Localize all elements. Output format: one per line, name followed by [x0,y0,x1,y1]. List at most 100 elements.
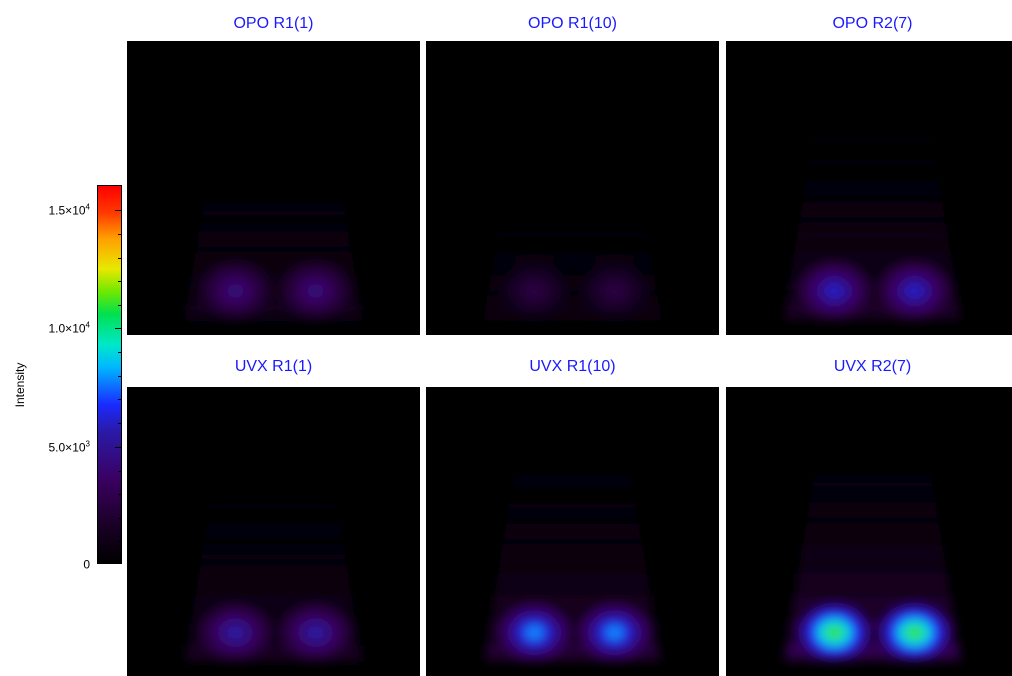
plume-band [484,311,661,321]
plume-band [191,617,356,626]
plume-band [786,638,959,648]
plume-band [499,559,646,569]
plume-band [785,304,960,314]
plume-band [806,172,939,182]
panel-title-opo-r1-1: OPO R1(1) [233,15,314,32]
plume-band [490,275,655,285]
plume-band [200,559,347,569]
plume-band [811,488,934,497]
plume-band [802,202,943,212]
plume-band [789,624,956,634]
plume-band [210,502,337,512]
plume-band [204,194,343,204]
plume-lobe [525,283,544,299]
plume-band [791,267,954,277]
plume-band [795,245,950,255]
image-panel-uvx-r2-7 [726,387,1012,676]
plume-band [813,129,932,139]
plume-band [813,473,932,483]
plume-band [187,638,360,648]
plume-band [798,566,947,576]
plume-band [202,552,345,562]
plume-band [812,136,933,146]
plume-band [796,238,949,248]
plume-band [788,631,957,641]
plume-band [198,574,349,583]
plume-band [193,260,354,270]
plume-band [503,538,642,548]
plume-band [792,602,953,612]
plume-lobe [905,283,924,299]
plume-band [505,180,640,190]
plume-band [789,282,956,292]
plume-band [211,151,336,161]
image-panel-uvx-r1-10 [426,387,719,676]
plume-image-uvx-r2-7 [784,473,961,662]
plume-band [796,581,949,591]
plume-band [185,311,362,321]
panel-title-opo-r1-10: OPO R1(10) [528,15,617,32]
plume-band [203,545,344,555]
plume-band [191,275,356,285]
plume-band [810,495,935,505]
colorbar-label: Intensity [10,363,30,408]
plume-band [512,136,633,146]
plume-band [510,151,635,161]
plume-band [206,180,341,190]
plume-band [213,480,334,490]
colorbar-tick-label-0: 0 [83,557,90,572]
plume-band [505,523,640,533]
plume-band [488,289,657,299]
plume-band [207,516,340,526]
colorbar-tick-label-10000: 1.0×104 [48,320,91,336]
plume-band [496,581,649,591]
plume-band [190,282,357,292]
plume-band [490,617,655,626]
plume-band [804,531,941,540]
plume-band [212,488,335,497]
plume-band [786,296,959,306]
plume-band [511,488,634,497]
plume-band [784,652,961,662]
plume-band [797,231,948,241]
plume-band [199,223,348,233]
plume-band [493,595,652,605]
plume-band [509,502,636,512]
plume-band [214,473,333,483]
plume-band [791,609,954,619]
plume-band [198,231,349,241]
plume-band [498,566,647,576]
plume-band [799,216,946,226]
plume-lobe [605,625,624,640]
plume-band [196,588,351,598]
plume-band [486,638,659,648]
plume-band [503,194,642,204]
plume-band [506,516,639,526]
plume-band [799,559,946,569]
plume-band [495,245,650,255]
plume-band [809,502,936,512]
plume-band [193,602,354,612]
plume-band [491,267,654,277]
plume-band [196,245,351,255]
plume-band [497,574,648,583]
plume-lobe [605,283,624,299]
plume-band [192,609,355,619]
plume-band [506,172,639,182]
plume-band [805,180,940,190]
plume-band [189,289,358,299]
plume-band [508,165,637,175]
plume-image-opo-r1-10 [484,129,661,321]
plume-band [207,172,340,182]
plume-band [502,202,643,212]
plume-band [485,304,660,314]
plume-band [488,631,657,641]
plume-band [788,289,957,299]
plume-band [496,238,649,248]
image-panel-opo-r2-7 [726,41,1012,335]
plume-band [485,645,660,655]
plume-band [785,645,960,655]
plume-band [492,260,653,270]
plume-band [806,516,939,526]
plume-band [211,495,336,505]
